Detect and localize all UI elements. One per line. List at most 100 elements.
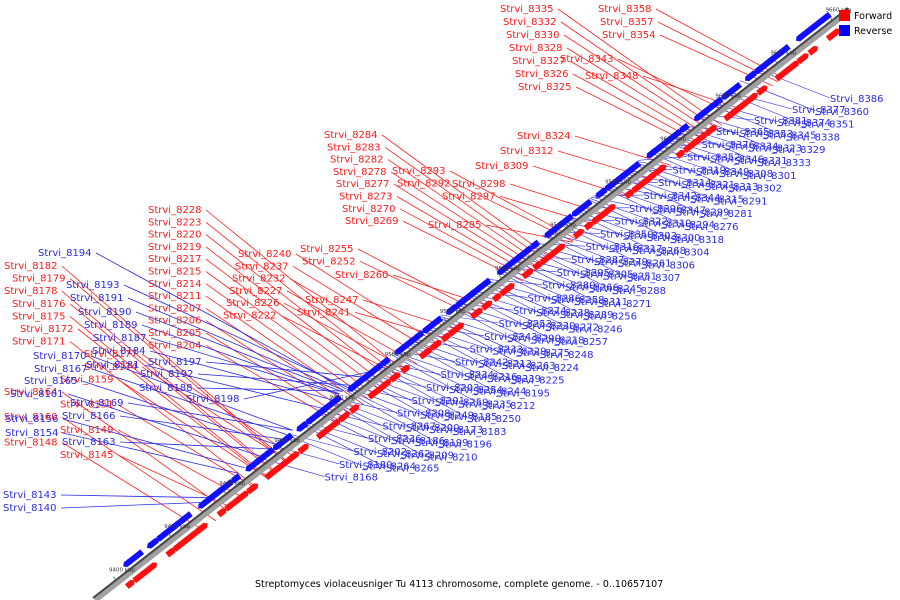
reverse-gene-label: Strvi_8319 (673, 165, 727, 176)
forward-leader (61, 442, 204, 531)
forward-gene (723, 107, 740, 122)
gene-arrow (235, 490, 249, 503)
reverse-gene-label: Strvi_8167 (34, 364, 88, 375)
forward-gene-label: Strvi_8215 (148, 267, 202, 278)
forward-gene (447, 322, 464, 337)
legend-forward-swatch (839, 10, 850, 21)
reverse-gene (712, 96, 724, 107)
reverse-gene-label: Strvi_8310 (638, 218, 692, 229)
tick-mark (719, 102, 723, 108)
reverse-gene-label: Strvi_8210 (424, 452, 478, 463)
reverse-leader (149, 350, 332, 401)
reverse-gene-label: Strvi_8265 (386, 463, 440, 474)
reverse-gene-label: Strvi_8329 (772, 145, 826, 156)
gene-arrow (389, 372, 401, 383)
tick-mark (829, 16, 834, 22)
reverse-gene (221, 479, 234, 491)
reverse-gene-label: Strvi_8318 (671, 235, 725, 246)
reverse-gene-label: Strvi_8346 (711, 154, 765, 165)
reverse-gene-label: Strvi_8334 (725, 142, 779, 153)
reverse-gene-label: Strvi_8258 (551, 295, 605, 306)
reverse-gene-label: Strvi_8257 (555, 337, 609, 348)
forward-gene-label: Strvi_8160 (4, 412, 58, 423)
reverse-gene-label: Strvi_8250 (468, 414, 522, 425)
tick-mark (388, 361, 393, 366)
gene-arrow (378, 379, 392, 392)
reverse-gene-label: Strvi_8321 (682, 180, 736, 191)
gene-arrow (297, 443, 309, 455)
reverse-gene-label: Strvi_8381 (754, 116, 808, 127)
forward-gene-label: Strvi_8273 (339, 192, 393, 203)
reverse-gene (628, 160, 642, 173)
reverse-gene-label: Strvi_8254 (450, 385, 504, 396)
forward-gene (172, 537, 189, 552)
reverse-leader (590, 196, 653, 210)
reverse-leader (435, 318, 526, 368)
reverse-leader (123, 284, 348, 388)
gene-arrow (478, 277, 492, 290)
forward-leader (292, 265, 433, 352)
forward-gene-label: Strvi_8172 (20, 324, 74, 335)
gene-arrow (726, 82, 743, 96)
gene-arrow (796, 53, 809, 65)
gene-arrow (631, 179, 648, 194)
reverse-gene-label: Strvi_8263 (502, 361, 556, 372)
reverse-gene-label: Strvi_8276 (685, 222, 739, 233)
reverse-gene-label: Strvi_8290 (508, 334, 562, 345)
reverse-gene (726, 82, 743, 96)
gene-arrow (230, 473, 242, 483)
forward-gene (796, 53, 809, 65)
forward-gene-label: Strvi_8206 (148, 316, 202, 327)
reverse-gene-label: Strvi_8253 (499, 319, 553, 330)
forward-leader (61, 265, 290, 464)
reverse-gene-label: Strvi_8268 (633, 246, 687, 257)
reverse-leader (197, 373, 351, 386)
forward-gene-label: Strvi_8354 (602, 30, 656, 41)
gene-arrow (371, 362, 384, 374)
gene-arrow (602, 204, 616, 217)
tick-label: 9440 kbp (219, 481, 245, 487)
reverse-gene-label: Strvi_8351 (801, 120, 855, 131)
forward-gene (297, 443, 309, 455)
forward-gene-label: Strvi_8205 (148, 328, 202, 339)
reverse-gene-label: Strvi_8342 (644, 191, 698, 202)
forward-gene-label: Strvi_8312 (500, 146, 554, 157)
forward-leader (61, 416, 217, 522)
forward-gene-label: Strvi_8159 (60, 374, 114, 385)
forward-gene-label: Strvi_8335 (500, 4, 554, 15)
reverse-gene-label: Strvi_8239 (488, 374, 542, 385)
reverse-gene (230, 473, 242, 483)
forward-gene (572, 228, 584, 240)
gene-arrow (413, 330, 425, 341)
forward-leader (289, 278, 425, 358)
reverse-gene-label: Strvi_8374 (778, 118, 832, 129)
reverse-gene (679, 122, 690, 133)
reverse-leader (60, 494, 207, 498)
forward-leader (557, 8, 723, 126)
forward-gene-label: Strvi_8328 (509, 43, 563, 54)
forward-gene-label: Strvi_8148 (4, 437, 58, 448)
forward-leader (286, 290, 418, 365)
forward-gene-label: Strvi_8332 (503, 17, 557, 28)
axis-ticks: 9400 kbp 9420 kbp 9440 kbp 9460 kbp 9480 kbp… (109, 7, 852, 581)
forward-leader (205, 258, 383, 392)
gene-arrow (367, 386, 382, 400)
reverse-gene-label: Strvi_8224 (526, 363, 580, 374)
gene-arrow (550, 243, 566, 257)
forward-gene (807, 45, 818, 56)
gene-arrow (275, 458, 290, 472)
reverse-leader (466, 294, 555, 342)
gene-arrow (147, 537, 160, 549)
reverse-gene-label: Strvi_8249 (421, 410, 475, 421)
gene-arrow (591, 211, 607, 225)
reverse-gene-label: Strvi_8187 (93, 333, 147, 344)
reverse-gene-label: Strvi_8170 (33, 351, 87, 362)
reverse-gene-label: Strvi_8245 (589, 284, 643, 295)
reverse-leader (390, 353, 483, 406)
gene-arrow (469, 307, 483, 320)
reverse-gene-label: Strvi_8190 (78, 307, 132, 318)
gene-arrow (194, 522, 208, 535)
forward-gene (539, 250, 556, 265)
reverse-gene (179, 511, 193, 523)
